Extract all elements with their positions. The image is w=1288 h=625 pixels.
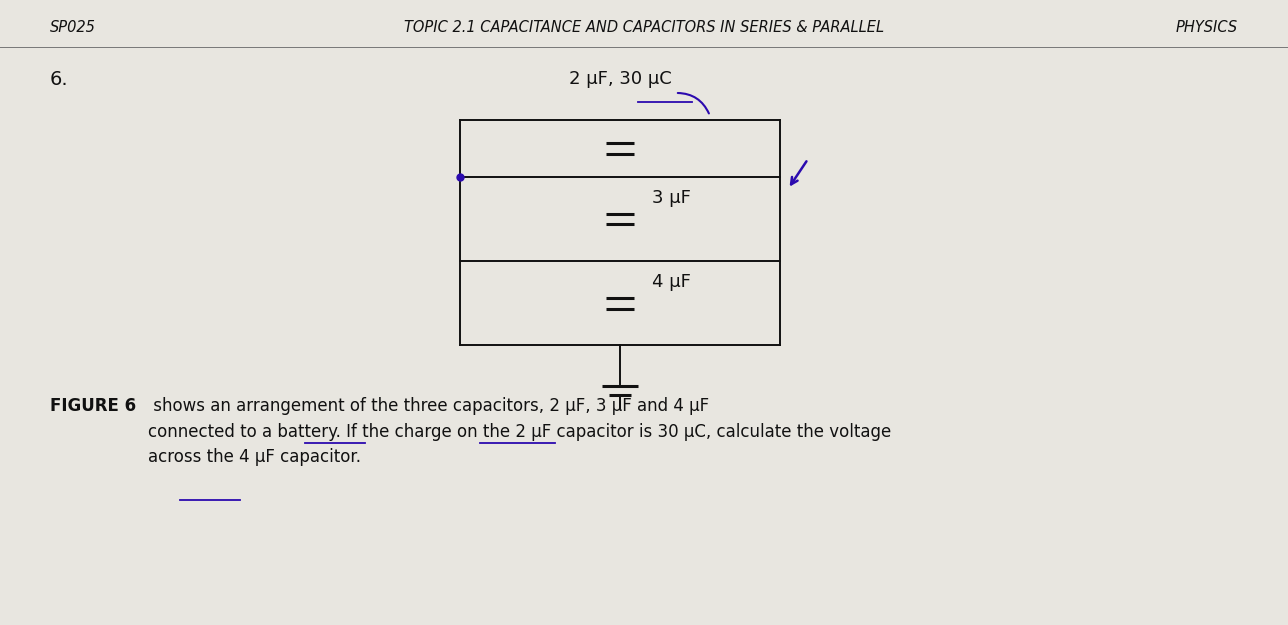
FancyArrowPatch shape — [677, 93, 708, 114]
Text: TOPIC 2.1 CAPACITANCE AND CAPACITORS IN SERIES & PARALLEL: TOPIC 2.1 CAPACITANCE AND CAPACITORS IN … — [404, 20, 884, 35]
Text: SP025: SP025 — [50, 20, 95, 35]
Text: 2 μF, 30 μC: 2 μF, 30 μC — [568, 70, 671, 88]
Text: 4 μF: 4 μF — [652, 273, 690, 291]
Text: shows an arrangement of the three capacitors, 2 μF, 3 μF and 4 μF
connected to a: shows an arrangement of the three capaci… — [148, 397, 891, 466]
Text: 3 μF: 3 μF — [652, 189, 690, 207]
Text: 6.: 6. — [50, 70, 68, 89]
Text: FIGURE 6: FIGURE 6 — [50, 397, 137, 415]
Text: PHYSICS: PHYSICS — [1176, 20, 1238, 35]
